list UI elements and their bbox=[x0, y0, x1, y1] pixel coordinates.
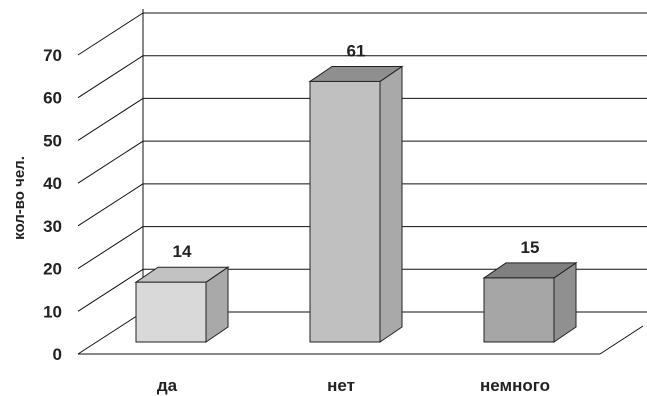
bar-side bbox=[379, 65, 403, 343]
y-tick-label: 70 bbox=[43, 46, 62, 65]
bars: 14 61 15 bbox=[134, 41, 578, 343]
y-tick-label: 60 bbox=[43, 89, 62, 108]
data-label: 61 bbox=[347, 41, 366, 60]
grid-diagonal bbox=[77, 55, 144, 99]
y-tick-label: 20 bbox=[43, 260, 62, 279]
y-tick-label: 30 bbox=[43, 217, 62, 236]
category-labels: да нет немного bbox=[157, 376, 550, 395]
y-tick-label: 10 bbox=[43, 302, 62, 321]
y-axis-ticks: 0 10 20 30 40 50 60 70 bbox=[43, 46, 62, 364]
grid-diagonal bbox=[77, 140, 144, 184]
bar-немного bbox=[482, 261, 578, 343]
floor-right-edge bbox=[599, 325, 644, 355]
bar-да bbox=[134, 266, 230, 343]
grid-diagonal bbox=[77, 226, 144, 269]
y-tick-label: 40 bbox=[43, 174, 62, 193]
data-label: 15 bbox=[521, 238, 540, 257]
grid-diagonal bbox=[77, 98, 144, 141]
grid-diagonal bbox=[77, 183, 144, 227]
data-label: 14 bbox=[173, 242, 192, 261]
bar-front bbox=[483, 277, 555, 343]
y-tick-label: 0 bbox=[53, 345, 62, 364]
x-category-label: нет bbox=[327, 376, 355, 395]
bar-front bbox=[135, 281, 207, 343]
x-category-label: немного bbox=[480, 376, 550, 395]
chart-grid bbox=[77, 9, 647, 355]
y-tick-label: 50 bbox=[43, 131, 62, 150]
y-axis-title: кол-во чел. bbox=[11, 156, 28, 240]
grid-diagonal bbox=[77, 311, 144, 355]
x-category-label: да bbox=[157, 376, 178, 395]
grid-diagonal bbox=[77, 268, 144, 312]
bar-front bbox=[309, 80, 381, 343]
bar-нет bbox=[308, 65, 404, 343]
grid-diagonal bbox=[77, 12, 144, 56]
